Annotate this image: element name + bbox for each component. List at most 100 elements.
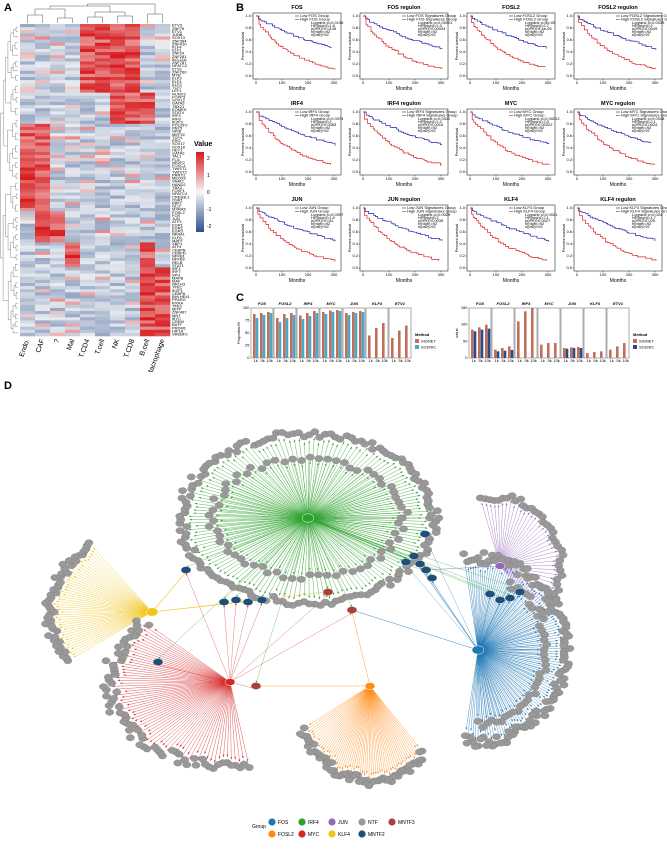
network-edge [195, 517, 309, 527]
dendrogram-link [13, 29, 18, 37]
gene-label: TWIST1 [172, 166, 187, 171]
target-node [306, 748, 315, 756]
km-ytick-label: 0.2 [459, 157, 465, 162]
heatmap-cell [125, 201, 141, 206]
heatmap-cell [140, 261, 156, 265]
heatmap-cell [80, 292, 96, 296]
heatmap-cell [50, 301, 66, 306]
heatmap-cell [140, 55, 156, 59]
network-arrow [407, 756, 410, 759]
heatmap-cell [65, 273, 81, 278]
network-arrow [501, 502, 504, 506]
column-dendrogram [27, 3, 163, 23]
heatmap-cell [50, 229, 66, 234]
gene-label: MITF [172, 307, 182, 312]
heatmap-cell [155, 186, 171, 190]
heatmap-cell [20, 183, 36, 187]
network-arrow [238, 759, 241, 762]
network-arrow [379, 770, 381, 773]
network-arrow [245, 448, 248, 451]
heatmap-cell [50, 273, 66, 278]
network-edge [229, 604, 249, 683]
heatmap-cell [80, 33, 96, 37]
network-legend-label: FOSL2 [278, 832, 294, 838]
network-arrow [336, 762, 339, 765]
heatmap-cell [140, 48, 156, 53]
dendrogram-link [15, 264, 18, 271]
network-edge [268, 517, 309, 595]
heatmap-cell [110, 92, 126, 97]
heatmap-cell [110, 183, 126, 187]
shared-target-node [484, 590, 496, 598]
network-edge [368, 685, 371, 779]
heatmap-cell [125, 170, 141, 175]
km-ytick-label: 0.8 [566, 217, 572, 222]
network-arrow [536, 620, 539, 623]
heatmap-cell [95, 201, 111, 206]
bar-signet [501, 348, 504, 358]
network-arrow [554, 632, 557, 634]
km-legend-high: High IRF4 Signatures Group [407, 113, 458, 118]
heatmap-cell [110, 245, 126, 249]
heatmap-cell [65, 214, 81, 218]
heatmap-cell [80, 189, 96, 193]
heatmap-cell [80, 45, 96, 50]
heatmap-cell [50, 320, 66, 324]
network-edge [265, 471, 309, 519]
dendrogram-link [15, 254, 18, 260]
network-nodes [41, 428, 575, 790]
dendrogram-link [87, 16, 103, 23]
target-node [544, 597, 553, 605]
heatmap-cell [95, 45, 111, 50]
network-edge [477, 620, 558, 651]
km-legend-low: Low KLF4 Signatures Group [621, 205, 667, 210]
heatmap-cell [125, 133, 141, 137]
heatmap-cell [20, 236, 36, 240]
heatmap-cell [125, 311, 141, 315]
heatmap-cell [65, 192, 81, 196]
network-edge [231, 485, 309, 519]
network-arrow [308, 440, 311, 443]
network-edge [472, 566, 479, 651]
network-arrow [416, 491, 419, 494]
heatmap-cell [35, 52, 51, 56]
heatmap-cell [80, 158, 96, 162]
network-arrow [520, 597, 523, 601]
target-node [473, 717, 483, 725]
km-ylabel: Percent survival [454, 224, 459, 253]
network-edge [477, 594, 521, 651]
network-edge [405, 564, 479, 651]
network-arrow [551, 616, 554, 619]
heatmap-cell [140, 95, 156, 100]
heatmap-cell [50, 279, 66, 284]
facet-label: KLF4 [372, 301, 383, 306]
heatmap-cell [20, 242, 36, 246]
network-edge [64, 586, 153, 613]
network-edge [182, 681, 231, 750]
heatmap-cell [110, 155, 126, 159]
network-arrow [346, 766, 349, 769]
heatmap-cell [140, 80, 156, 84]
network-edge [307, 517, 384, 542]
km-stat: n(low)=92 [632, 224, 650, 229]
heatmap-cell [80, 279, 96, 284]
bar-xtick-label: 5k [547, 358, 551, 363]
bar-ytick-label: 0 [465, 355, 468, 360]
target-node [323, 455, 333, 463]
network-arrow [510, 719, 513, 722]
network-edge [70, 571, 153, 613]
heatmap-cell [155, 77, 171, 81]
km-axes [573, 12, 663, 80]
network-arrow [194, 531, 197, 534]
network-arrow [66, 643, 70, 646]
heatmap-cell [155, 80, 171, 84]
network-arrow [498, 714, 501, 717]
km-xtick-label: 200 [412, 176, 419, 181]
dendrogram-link [15, 182, 18, 190]
heatmap-cell [20, 289, 36, 293]
heatmap-cell [65, 251, 81, 256]
heatmap-cell [35, 298, 51, 302]
heatmap-cell [35, 217, 51, 221]
heatmap-cell [35, 233, 51, 237]
km-curve-high [470, 15, 546, 68]
